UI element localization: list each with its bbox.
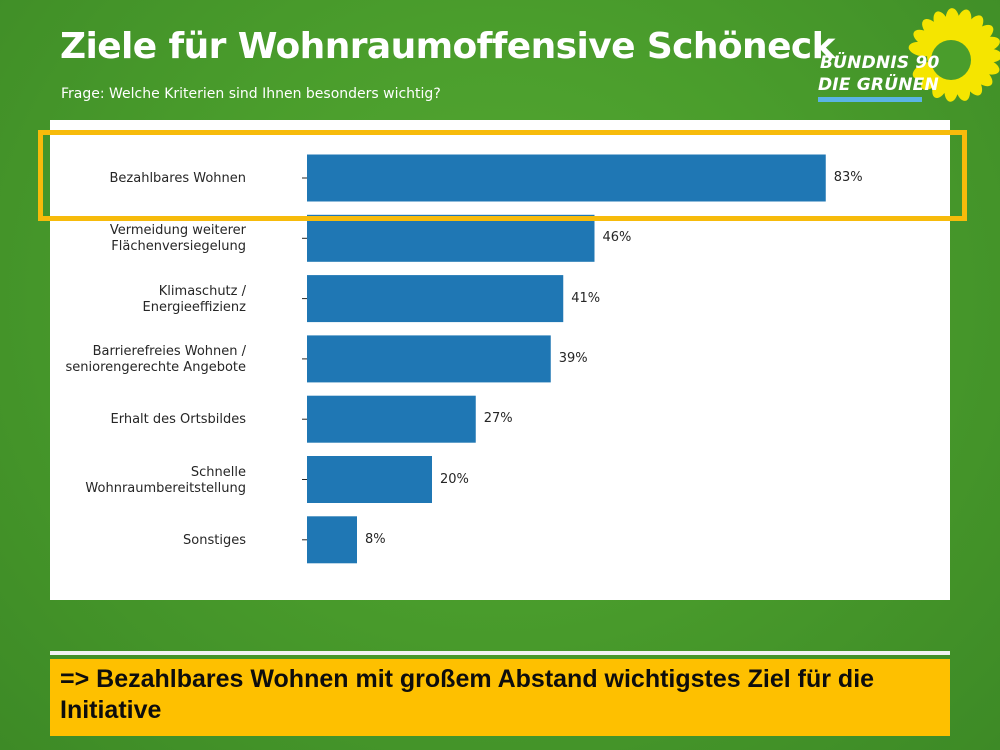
logo-text-line1: BÜNDNIS 90 bbox=[820, 53, 940, 73]
category-label: Klimaschutz / Energieeffizienz bbox=[142, 283, 247, 315]
category-label: Vermeidung weiterer Flächenversiegelung bbox=[109, 223, 246, 255]
slide-subtitle: Frage: Welche Kriterien sind Ihnen beson… bbox=[61, 86, 441, 102]
value-label: 46% bbox=[602, 230, 632, 246]
bar bbox=[307, 154, 826, 202]
conclusion-text: => Bezahlbares Wohnen mit großem Abstand… bbox=[60, 665, 875, 724]
conclusion-box: => Bezahlbares Wohnen mit großem Abstand… bbox=[50, 659, 950, 736]
highlight-box bbox=[38, 130, 967, 221]
value-label: 83% bbox=[833, 170, 863, 185]
party-logo: BÜNDNIS 90 DIE GRÜNEN bbox=[812, 8, 1000, 108]
sunflower-icon bbox=[908, 8, 1000, 102]
bar bbox=[307, 516, 357, 564]
value-label: 20% bbox=[440, 471, 469, 487]
category-label: Bezahlbares Wohnen bbox=[109, 171, 247, 186]
value-label: 27% bbox=[483, 411, 513, 427]
category-label: Barrierefreies Wohnen / seniorengerechte… bbox=[65, 343, 246, 375]
bar bbox=[307, 395, 476, 443]
logo-underline bbox=[818, 97, 922, 102]
category-label: Erhalt des Ortsbildes bbox=[110, 412, 246, 428]
value-label: 39% bbox=[558, 350, 588, 366]
slide-title: Ziele für Wohnraumoffensive Schöneck bbox=[60, 26, 836, 67]
category-label: Sonstiges bbox=[183, 532, 246, 548]
bar-chart bbox=[302, 154, 826, 564]
value-label: 41% bbox=[571, 290, 601, 306]
bar bbox=[307, 275, 564, 323]
chart-panel: Bezahlbares Wohnen Vermeidung weiterer Fl… bbox=[50, 120, 950, 600]
bar bbox=[307, 214, 595, 262]
bar bbox=[307, 335, 551, 383]
value-label: 8% bbox=[365, 531, 386, 547]
logo-text-line2: DIE GRÜNEN bbox=[818, 75, 939, 95]
divider-line bbox=[50, 651, 950, 655]
category-label: Schnelle Wohnraumbereitstellung bbox=[85, 464, 246, 496]
bar bbox=[307, 456, 432, 503]
